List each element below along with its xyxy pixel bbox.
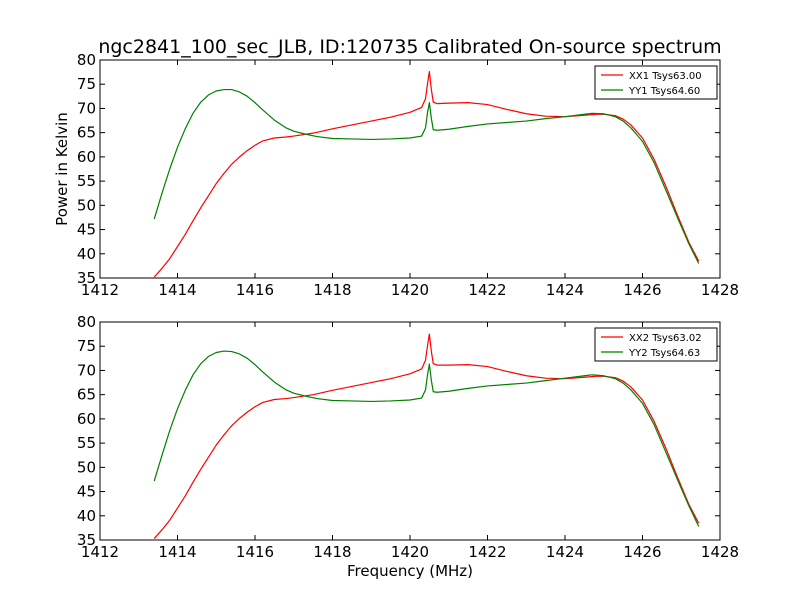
x-tick-label: 1424 (546, 543, 584, 561)
x-tick-label: 1412 (81, 281, 119, 299)
y-axis-label: Power in Kelvin (53, 112, 71, 226)
legend-label: YY1 Tsys64.60 (628, 86, 700, 97)
x-tick-label: 1426 (623, 543, 661, 561)
y-tick-label: 80 (77, 313, 96, 331)
legend-label: XX2 Tsys63.02 (629, 333, 702, 344)
x-tick-label: 1416 (236, 543, 274, 561)
series-line-yy (153, 88, 700, 264)
x-tick-label: 1412 (81, 543, 119, 561)
x-tick-label: 1416 (236, 281, 274, 299)
legend: XX1 Tsys63.00 YY1 Tsys64.60 (594, 65, 718, 100)
x-tick-label: 1428 (701, 281, 739, 299)
x-tick-label: 1418 (313, 281, 351, 299)
legend: XX2 Tsys63.02 YY2 Tsys64.63 (594, 327, 718, 362)
y-tick-label: 65 (77, 386, 96, 404)
x-tick-label: 1420 (391, 281, 429, 299)
bottom-panel: 1412 1414 1416 1418 1420 1422 1424 1426 1428 35 40… (77, 313, 739, 580)
x-tick-label: 1426 (623, 281, 661, 299)
y-tick-label: 70 (77, 361, 96, 379)
series-line-yy (153, 350, 700, 527)
y-tick-label: 55 (77, 172, 96, 190)
series-line-xx (153, 333, 700, 539)
x-tick-label: 1424 (546, 281, 584, 299)
y-tick-label: 50 (77, 196, 96, 214)
legend-box (594, 65, 718, 100)
x-tick-label: 1418 (313, 543, 351, 561)
y-tick-label: 35 (77, 531, 96, 549)
top-panel: 1412 1414 1416 1418 1420 1422 1424 1426 1428 35 40… (53, 51, 739, 299)
y-tick-label: 75 (77, 75, 96, 93)
y-tick-label: 45 (77, 483, 96, 501)
chart-title: ngc2841_100_sec_JLB, ID:120735 Calibrate… (98, 36, 721, 58)
y-tick-label: 35 (77, 269, 96, 287)
x-tick-label: 1428 (701, 543, 739, 561)
y-tick-label: 80 (77, 51, 96, 69)
y-tick-label: 60 (77, 410, 96, 428)
x-axis-label: Frequency (MHz) (347, 562, 473, 580)
y-tick-label: 40 (77, 507, 96, 525)
y-tick-label: 45 (77, 221, 96, 239)
y-tick-label: 65 (77, 124, 96, 142)
y-tick-label: 60 (77, 148, 96, 166)
y-tick-label: 40 (77, 245, 96, 263)
y-tick-label: 50 (77, 458, 96, 476)
legend-label: YY2 Tsys64.63 (628, 348, 700, 359)
y-tick-label: 55 (77, 434, 96, 452)
x-tick-label: 1414 (158, 281, 196, 299)
y-tick-label: 75 (77, 337, 96, 355)
legend-label: XX1 Tsys63.00 (629, 71, 702, 82)
y-tick-label: 70 (77, 99, 96, 117)
x-tick-label: 1422 (468, 281, 506, 299)
legend-box (594, 327, 718, 362)
x-tick-label: 1414 (158, 543, 196, 561)
x-tick-label: 1422 (468, 543, 506, 561)
x-tick-label: 1420 (391, 543, 429, 561)
series-line-xx (153, 71, 700, 278)
